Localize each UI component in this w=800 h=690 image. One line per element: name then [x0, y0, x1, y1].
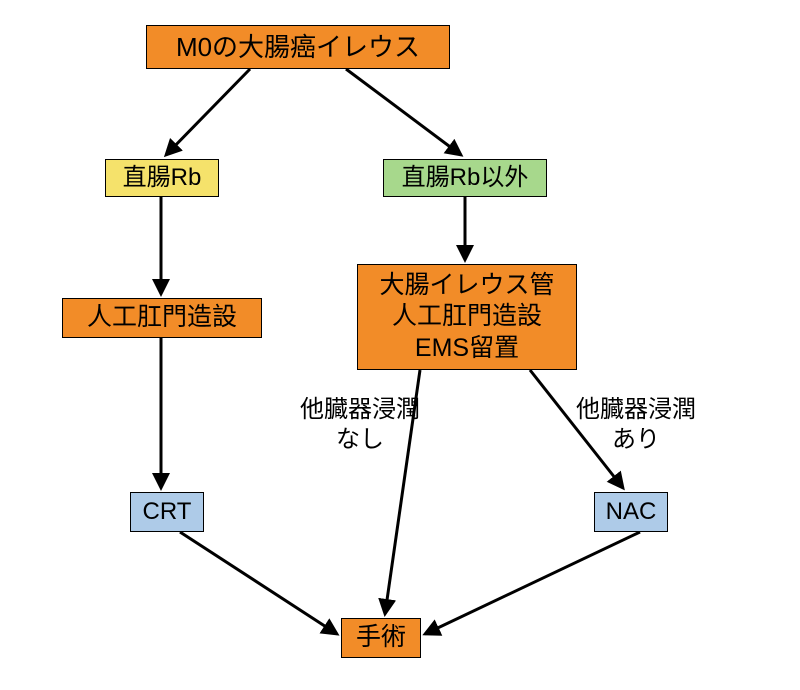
- node-decompression: 大腸イレウス管人工肛門造設EMS留置: [357, 264, 577, 370]
- node-non-rb-label: 直腸Rb以外: [402, 163, 529, 193]
- node-decomp-label: 大腸イレウス管人工肛門造設EMS留置: [379, 270, 554, 364]
- label-no-invasion: 他臓器浸潤なし: [300, 395, 420, 455]
- label-yes-invasion: 他臓器浸潤あり: [576, 395, 696, 455]
- node-non-rb: 直腸Rb以外: [383, 159, 547, 197]
- node-start: M0の大腸癌イレウス: [146, 25, 450, 69]
- node-crt-label: CRT: [143, 497, 192, 527]
- node-rectum-rb: 直腸Rb: [105, 159, 219, 197]
- node-stoma-label: 人工肛門造設: [87, 302, 237, 333]
- node-crt: CRT: [130, 492, 204, 532]
- node-surgery-label: 手術: [356, 622, 406, 653]
- node-nac-label: NAC: [606, 497, 657, 527]
- node-nac: NAC: [594, 492, 668, 532]
- node-rb-label: 直腸Rb: [123, 163, 202, 193]
- node-surgery: 手術: [341, 618, 421, 658]
- node-start-label: M0の大腸癌イレウス: [176, 31, 420, 64]
- node-stoma: 人工肛門造設: [62, 298, 262, 338]
